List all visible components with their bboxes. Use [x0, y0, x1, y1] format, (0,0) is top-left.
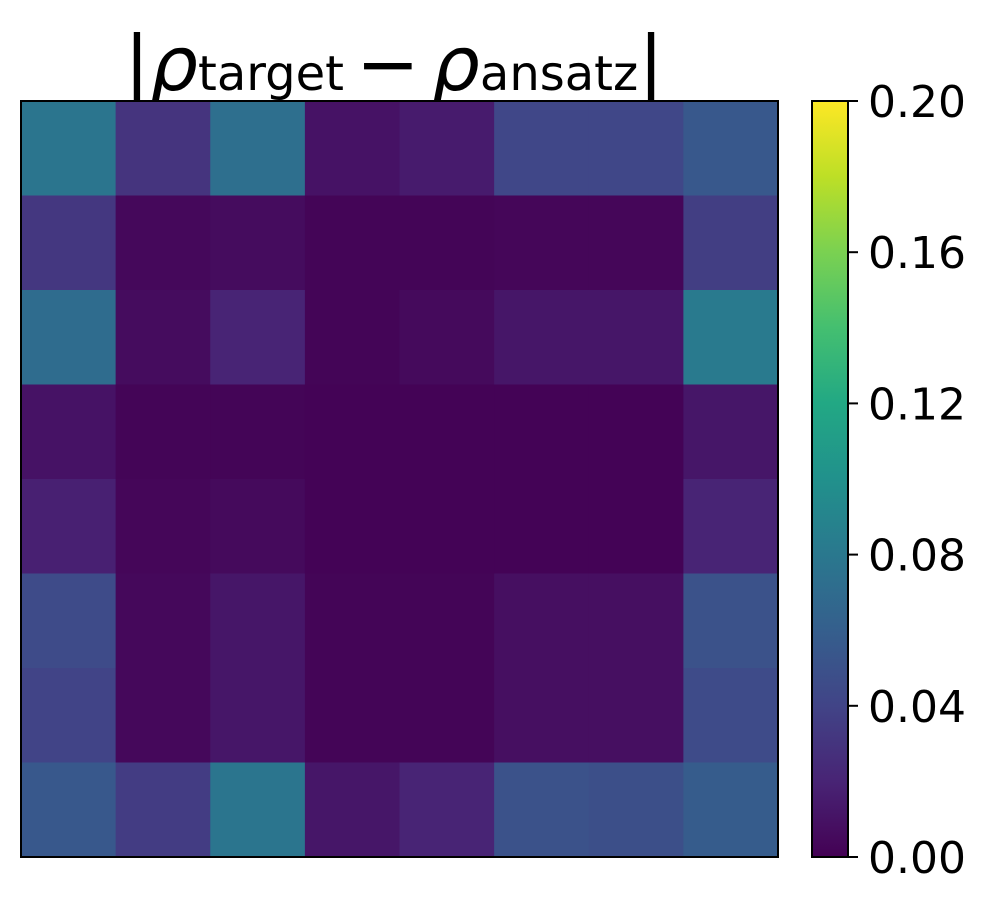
heatmap-cell [21, 668, 117, 764]
heatmap-cell [683, 290, 779, 386]
heatmap-cell [494, 290, 590, 386]
heatmap-cell [399, 290, 495, 386]
heatmap-cell [683, 384, 779, 480]
heatmap-cells [21, 101, 779, 858]
heatmap-cell [399, 479, 495, 575]
heatmap-cell [304, 101, 401, 197]
heatmap-cell [494, 195, 590, 291]
heatmap-cell [304, 668, 401, 764]
heatmap-cell [494, 384, 590, 480]
heatmap-cell [304, 290, 401, 386]
title-sub-ansatz: ansatz [480, 46, 638, 102]
heatmap-cell [399, 195, 495, 291]
heatmap-cell [210, 762, 306, 858]
heatmap-cell [115, 668, 211, 764]
heatmap-cell [115, 290, 211, 386]
heatmap-cell [588, 290, 684, 386]
heatmap-cell [210, 290, 306, 386]
heatmap-cell [115, 573, 211, 669]
heatmap-cell [683, 573, 779, 669]
colorbar-ticks: 0.00 0.04 0.08 0.12 0.16 0.20 [848, 77, 966, 884]
heatmap-cell [115, 101, 211, 197]
heatmap-cell [494, 668, 590, 764]
heatmap-cell [210, 101, 306, 197]
colorbar-tick-label: 0.12 [868, 379, 966, 430]
heatmap-cell [210, 479, 306, 575]
heatmap-cell [399, 573, 495, 669]
title-rho-target: ρ [150, 19, 198, 108]
chart-title: |ρtarget − ρansatz| [124, 19, 664, 109]
heatmap-cell [588, 384, 684, 480]
heatmap-cell [588, 101, 684, 197]
heatmap-cell [210, 384, 306, 480]
heatmap-cell [115, 195, 211, 291]
heatmap-cell [210, 668, 306, 764]
heatmap-cell [21, 384, 117, 480]
title-minus: − [356, 19, 420, 108]
heatmap-cell [683, 101, 779, 197]
heatmap-cell [21, 290, 117, 386]
heatmap-cell [304, 479, 401, 575]
heatmap-cell [21, 479, 117, 575]
title-rho-ansatz: ρ [432, 19, 480, 108]
title-bar-right: | [638, 19, 664, 109]
heatmap-cell [494, 762, 590, 858]
heatmap-cell [588, 479, 684, 575]
heatmap-cell [683, 479, 779, 575]
heatmap-cell [588, 573, 684, 669]
heatmap-cell [21, 195, 117, 291]
colorbar-tick-label: 0.04 [868, 682, 966, 733]
heatmap-cell [115, 384, 211, 480]
heatmap-cell [115, 479, 211, 575]
heatmap-cell [494, 101, 590, 197]
heatmap-cell [21, 762, 117, 858]
colorbar-tick-label: 0.20 [868, 77, 966, 128]
heatmap-cell [304, 573, 401, 669]
colorbar [811, 100, 849, 858]
heatmap-cell [683, 668, 779, 764]
heatmap-cell [588, 195, 684, 291]
heatmap-cell [399, 668, 495, 764]
title-sub-target: target [198, 46, 344, 102]
heatmap-cell [399, 384, 495, 480]
heatmap-cell [494, 479, 590, 575]
colorbar-tick-label: 0.08 [868, 531, 966, 582]
heatmap-cell [115, 762, 211, 858]
heatmap-cell [304, 195, 401, 291]
heatmap-cell [21, 573, 117, 669]
colorbar-tick-label: 0.16 [868, 228, 966, 279]
title-bar-left: | [124, 19, 150, 109]
heatmap-cell [21, 101, 117, 197]
heatmap-cell [210, 573, 306, 669]
heatmap-frame [20, 100, 779, 858]
heatmap-cell [588, 668, 684, 764]
heatmap-cell [683, 195, 779, 291]
heatmap-cell [304, 762, 401, 858]
heatmap-cell [588, 762, 684, 858]
heatmap-cell [210, 195, 306, 291]
heatmap-cell [399, 101, 495, 197]
heatmap-cell [683, 762, 779, 858]
heatmap-cell [304, 384, 401, 480]
colorbar-tick-label: 0.00 [868, 833, 966, 884]
heatmap-cell [494, 573, 590, 669]
heatmap-cell [399, 762, 495, 858]
